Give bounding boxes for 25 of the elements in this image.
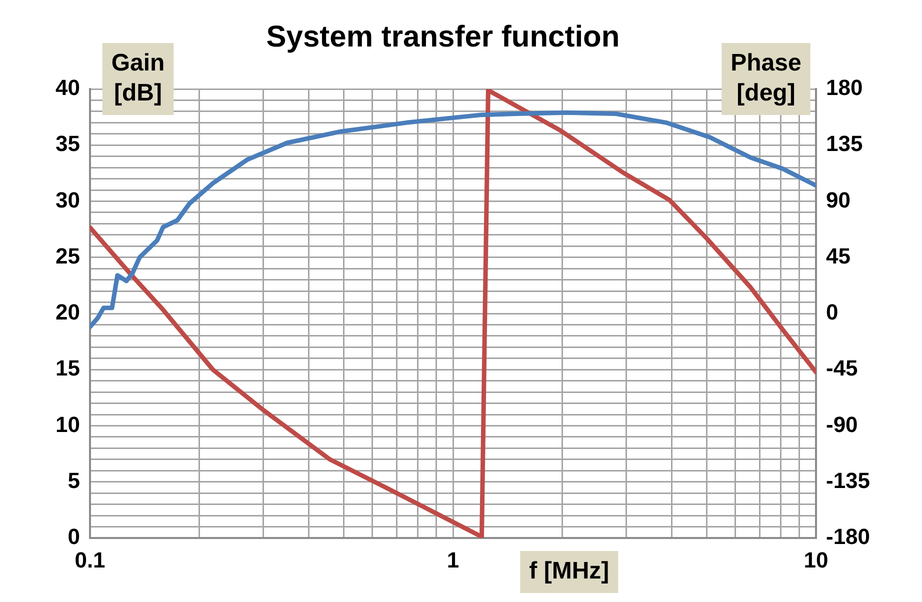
y-tick-label: 40 bbox=[56, 75, 80, 100]
y-tick-label: 5 bbox=[68, 468, 80, 493]
y2-tick-label: 180 bbox=[826, 75, 863, 100]
y2-tick-label: 90 bbox=[826, 187, 850, 212]
y-tick-label: 35 bbox=[56, 131, 80, 156]
y-tick-label: 10 bbox=[56, 412, 80, 437]
y-tick-label: 15 bbox=[56, 356, 80, 381]
y2-axis-title: Phase [deg] bbox=[730, 50, 802, 107]
y2-tick-label: 45 bbox=[826, 243, 850, 268]
x-tick-label: 1 bbox=[446, 547, 460, 572]
x-axis-title: f [MHz] bbox=[529, 558, 610, 585]
y-tick-label: 25 bbox=[56, 243, 80, 268]
y-tick-label: 20 bbox=[56, 300, 80, 325]
y-axis-title: Gain [dB] bbox=[111, 50, 165, 107]
y-tick-label: 0 bbox=[68, 524, 80, 550]
y2-tick-label: 135 bbox=[826, 131, 863, 156]
y2-tick-label: 0 bbox=[826, 300, 838, 325]
y2-tick-label: -180 bbox=[826, 524, 870, 550]
chart-title: System transfer function bbox=[266, 20, 620, 54]
y2-tick-label: -45 bbox=[826, 356, 858, 381]
y-tick-label: 30 bbox=[56, 187, 80, 212]
x-tick-label: 0.1 bbox=[74, 547, 106, 572]
y2-tick-label: -135 bbox=[826, 468, 870, 493]
y2-tick-label: -90 bbox=[826, 412, 858, 437]
x-tick-label: 10 bbox=[804, 547, 828, 572]
